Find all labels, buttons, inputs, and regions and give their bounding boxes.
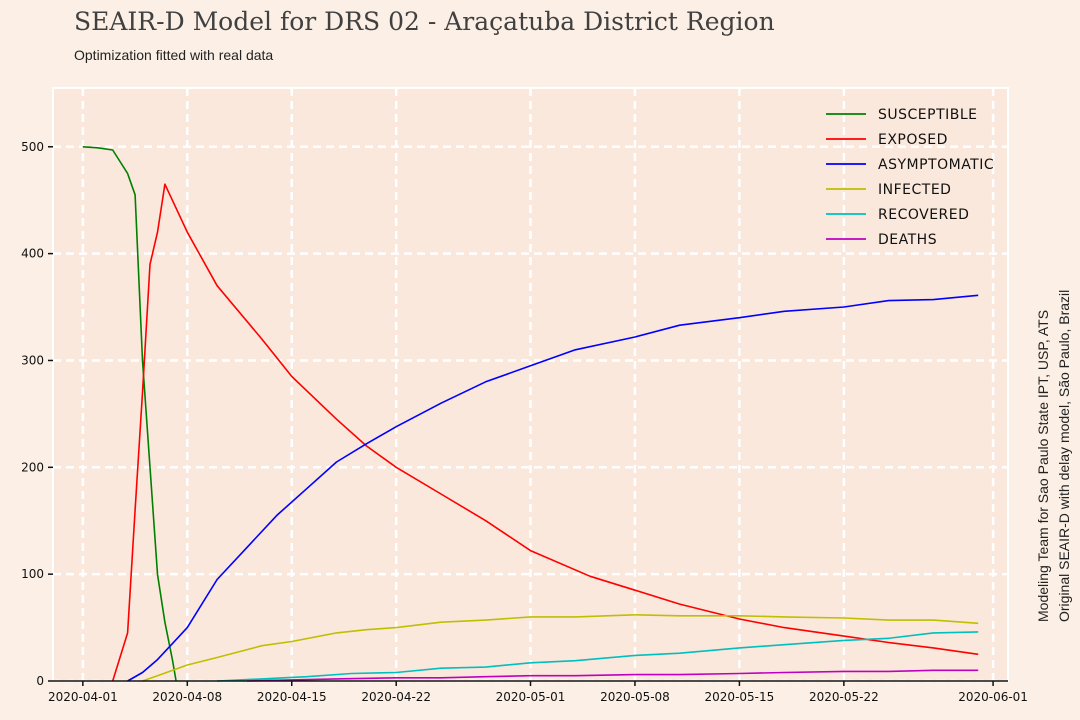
series-line-deaths xyxy=(246,669,979,682)
y-tick-label-3: 300 xyxy=(21,353,44,367)
y-tick-label-2: 200 xyxy=(21,460,44,474)
legend-label-deaths: DEATHS xyxy=(878,232,937,248)
legend-label-susceptible: SUSCEPTIBLE xyxy=(878,107,978,123)
x-tick-label-6: 2020-05-15 xyxy=(705,690,775,704)
y-tick-label-4: 400 xyxy=(21,247,44,261)
x-tick-label-7: 2020-05-22 xyxy=(809,690,879,704)
side-note-model: Original SEAIR-D with delay model, São P… xyxy=(1056,290,1072,622)
y-axis: 0 100 200 300 400 500 xyxy=(21,140,53,688)
x-tick-label-5: 2020-05-08 xyxy=(600,690,670,704)
side-notes: Modeling Team for Sao Paulo State IPT, U… xyxy=(1035,290,1072,622)
series-line-infected xyxy=(142,614,979,682)
chart-title: SEAIR-D Model for DRS 02 - Araçatuba Dis… xyxy=(74,7,775,36)
legend-label-asymptomatic: ASYMPTOMATIC xyxy=(878,157,994,173)
legend-label-exposed: EXPOSED xyxy=(878,132,948,148)
x-tick-label-1: 2020-04-08 xyxy=(152,690,222,704)
x-tick-label-2: 2020-04-15 xyxy=(257,690,327,704)
side-note-team: Modeling Team for Sao Paulo State IPT, U… xyxy=(1035,310,1051,622)
x-tick-label-0: 2020-04-01 xyxy=(48,690,118,704)
chart-subtitle: Optimization fitted with real data xyxy=(74,47,273,63)
axes: 2020-04-01 2020-04-08 2020-04-15 2020-04-22… xyxy=(21,140,1028,704)
x-tick-label-4: 2020-05-01 xyxy=(496,690,566,704)
legend: SUSCEPTIBLE EXPOSED ASYMPTOMATIC INFECTED RE… xyxy=(826,107,994,248)
x-axis: 2020-04-01 2020-04-08 2020-04-15 2020-04-22… xyxy=(48,680,1028,704)
plot-area xyxy=(52,87,1009,682)
series-line-recovered xyxy=(217,631,979,682)
y-tick-label-5: 500 xyxy=(21,140,44,154)
x-tick-label-8: 2020-06-01 xyxy=(958,690,1028,704)
y-tick-label-0: 0 xyxy=(36,674,44,688)
legend-label-recovered: RECOVERED xyxy=(878,207,969,223)
legend-label-infected: INFECTED xyxy=(878,182,951,198)
series-line-susceptible xyxy=(82,146,177,682)
y-tick-label-1: 100 xyxy=(21,567,44,581)
series-line-exposed xyxy=(111,183,979,682)
series-line-asymptomatic xyxy=(127,294,979,682)
x-tick-label-3: 2020-04-22 xyxy=(361,690,431,704)
series-lines xyxy=(82,146,979,682)
